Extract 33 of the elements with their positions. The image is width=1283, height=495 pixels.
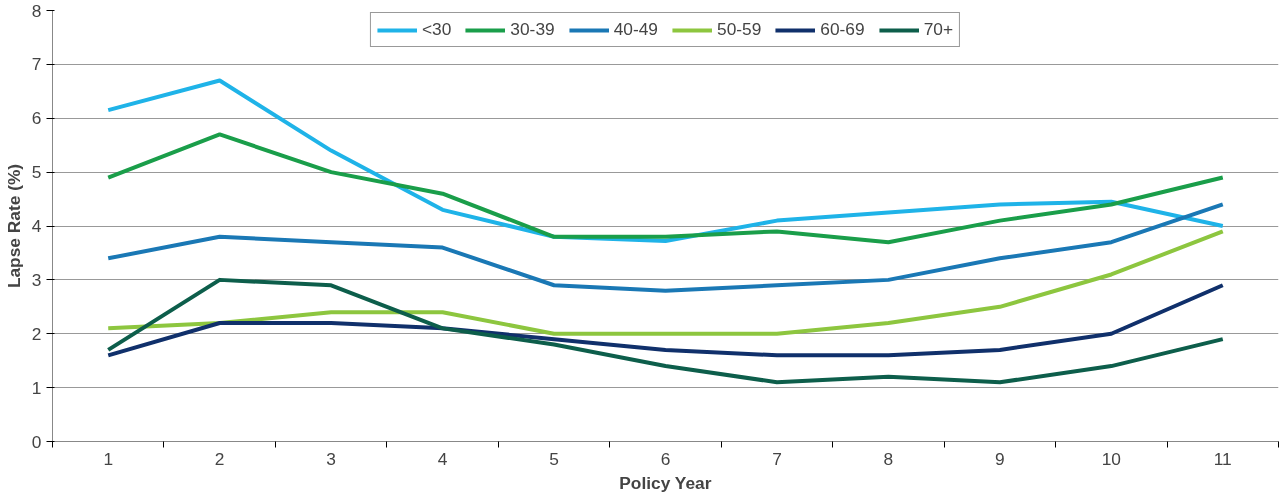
x-tick-label: 5 (549, 448, 559, 469)
x-tick-label: 11 (1213, 448, 1232, 469)
legend-label: 30-39 (510, 19, 555, 40)
x-tick-label: 4 (437, 448, 448, 469)
legend-label: <30 (421, 19, 452, 40)
y-tick-label: 3 (31, 269, 42, 290)
x-tick-label: 2 (214, 448, 225, 469)
legend-label: 70+ (923, 19, 954, 40)
x-tick-label: 8 (883, 448, 894, 469)
y-tick-label: 2 (31, 323, 42, 344)
legend-label: 40-49 (613, 19, 658, 40)
line-series (106, 202, 1225, 293)
legend-label: 50-59 (717, 19, 762, 40)
x-tick-label: 10 (1101, 448, 1121, 469)
y-tick-label: 1 (31, 377, 42, 398)
x-tick-label: 1 (103, 448, 114, 469)
y-tick-label: 5 (31, 162, 42, 183)
x-tick-label: 6 (660, 448, 671, 469)
line-series (106, 132, 1225, 245)
y-tick-label: 7 (31, 54, 42, 75)
line-series (106, 277, 1225, 385)
legend-label: 60-69 (820, 19, 865, 40)
y-axis-title: Lapse Rate (%) (3, 163, 24, 289)
x-tick-label: 7 (772, 448, 782, 469)
x-tick-label: 3 (326, 448, 336, 469)
line-series (106, 283, 1225, 358)
y-tick-label: 6 (31, 108, 42, 129)
y-tick-label: 0 (31, 431, 42, 452)
x-tick-label: 9 (995, 448, 1005, 469)
line-series (106, 229, 1225, 336)
y-tick-label: 4 (31, 216, 42, 236)
y-tick-label: 8 (31, 0, 42, 21)
x-axis-title: Policy Year (619, 472, 712, 493)
